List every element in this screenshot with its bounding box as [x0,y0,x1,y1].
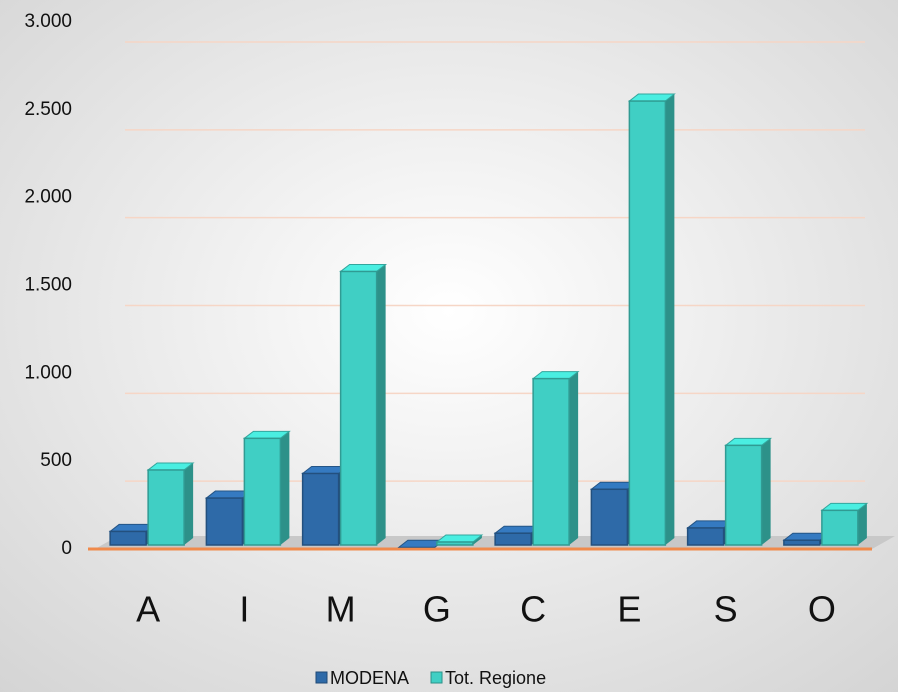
legend-swatch [430,671,443,684]
bar-face [494,532,532,546]
y-tick-label: 0 [61,538,72,559]
y-tick-label: 2.500 [24,99,72,120]
y-tick-label: 2.000 [24,187,72,208]
bar-face [205,497,244,546]
y-tick-label: 500 [40,450,72,471]
bar-face [436,541,474,546]
y-tick-label: 3.000 [24,11,72,32]
bar-face [243,437,282,546]
y-tick-label: 1.500 [24,275,72,296]
bar [627,93,676,546]
legend-label: Tot. Regione [445,668,546,688]
bar [531,371,580,546]
bar-face [376,264,386,545]
bar-face [109,530,147,546]
y-tick-label: 1.000 [24,362,72,383]
legend-swatch [315,671,328,684]
x-tick-label: A [136,589,160,630]
bar-face [628,100,667,546]
bar-face [665,94,675,546]
bar [724,437,773,546]
x-tick-label: G [423,589,451,630]
x-tick-label: S [714,589,738,630]
x-tick-label: O [808,589,836,630]
bar-face [472,534,482,545]
bar-face [147,469,185,546]
bar-face [724,444,763,546]
bar [435,534,484,546]
bar [242,430,291,546]
bar-face [821,509,859,546]
bar-face [686,527,725,546]
bar [820,502,869,546]
bar-face [761,438,771,545]
x-tick-label: I [239,589,249,630]
bar [146,462,195,546]
bar-face [783,539,821,546]
x-tick-label: C [520,589,546,630]
bar-face [184,462,194,545]
x-tick-label: M [326,589,356,630]
bar-face [280,431,290,545]
bar-face [339,270,378,546]
x-tick-label: E [617,589,641,630]
bar [339,263,388,546]
bar-face [569,371,579,545]
bar-face [857,503,867,545]
bar-face [301,472,340,546]
legend-label: MODENA [330,668,409,688]
bar-face [532,377,570,546]
bar-face [590,488,629,546]
